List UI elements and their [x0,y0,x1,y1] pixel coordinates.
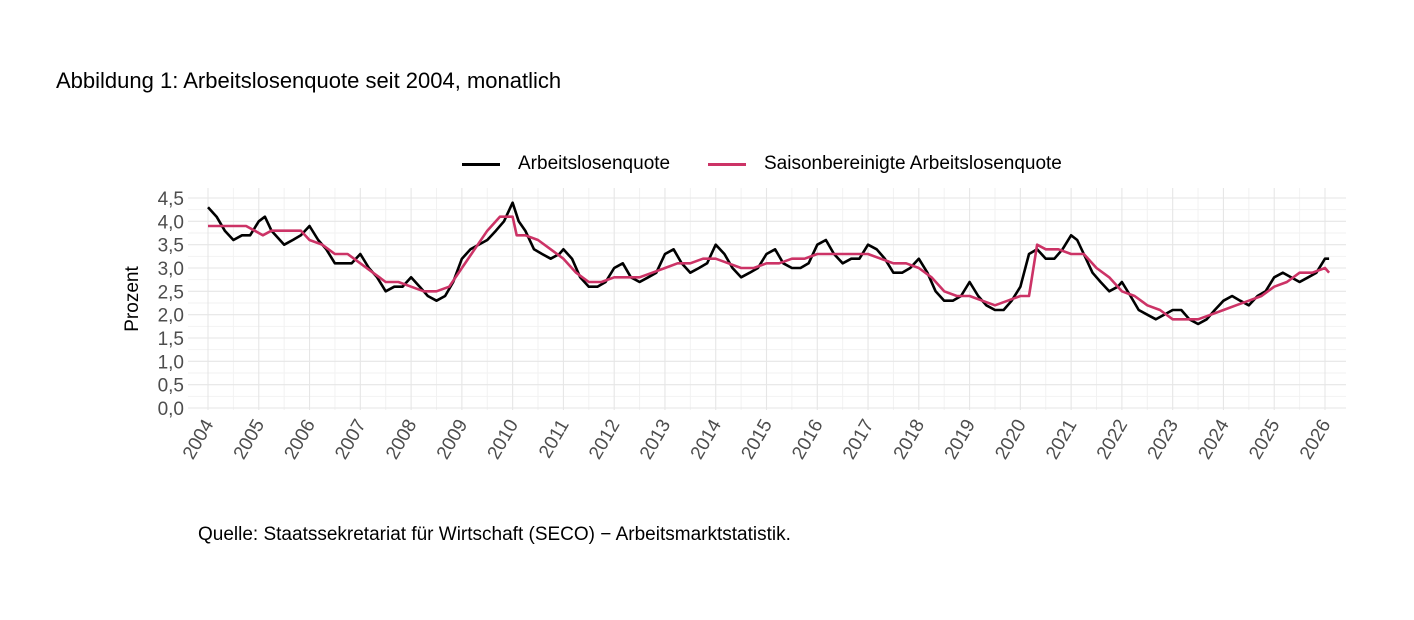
x-tick-label: 2015 [738,416,777,463]
x-tick-label: 2012 [585,416,624,463]
x-tick-label: 2011 [535,416,574,462]
x-tick-label: 2021 [1042,416,1081,463]
y-tick-label: 3,0 [158,259,184,280]
legend-label: Saisonbereinigte Arbeitslosenquote [764,153,1062,174]
x-tick-label: 2008 [382,416,421,463]
x-tick-label: 2019 [941,416,980,463]
legend-swatch-red [708,162,746,166]
x-tick-label: 2018 [890,416,929,463]
legend-item-arbeitslosenquote: Arbeitslosenquote [462,151,670,177]
x-tick-label: 2016 [788,416,827,463]
y-tick-label: 4,0 [158,212,184,233]
x-tick-label: 2022 [1093,416,1132,463]
chart-source-note: Quelle: Staatssekretariat für Wirtschaft… [198,524,791,545]
x-tick-label: 2023 [1144,416,1183,463]
series-line-arbeitslosenquote [207,201,1330,326]
legend-swatch-black [462,162,500,166]
x-tick-label: 2024 [1194,416,1234,463]
chart-title: Abbildung 1: Arbeitslosenquote seit 2004… [56,68,562,93]
y-tick-label: 3,5 [158,236,184,257]
x-tick-label: 2020 [991,416,1030,463]
x-tick-label: 2010 [484,416,523,463]
x-tick-label: 2005 [230,416,269,463]
x-tick-label: 2025 [1245,416,1284,463]
y-tick-label: 4,5 [158,189,184,210]
x-tick-label: 2017 [839,416,878,463]
chart-legend: Arbeitslosenquote Saisonbereinigte Arbei… [0,151,1414,177]
y-tick-label: 1,5 [158,329,184,350]
y-tick-label: 0,5 [158,376,184,397]
y-tick-label: 1,0 [158,352,184,373]
x-tick-label: 2004 [179,416,219,463]
legend-item-saisonbereinigt: Saisonbereinigte Arbeitslosenquote [708,151,1062,177]
y-tick-label: 0,0 [158,399,184,420]
x-tick-label: 2013 [636,416,675,463]
y-axis-title: Prozent [122,266,143,332]
y-tick-label: 2,0 [158,306,184,327]
x-tick-label: 2009 [433,416,472,463]
x-tick-label: 2014 [687,416,727,463]
x-tick-label: 2007 [331,416,370,463]
x-tick-label: 2006 [281,416,320,463]
x-tick-label: 2026 [1296,416,1335,463]
y-tick-label: 2,5 [158,282,184,303]
legend-label: Arbeitslosenquote [518,153,671,174]
series-line-saisonbereinigt [208,215,1331,321]
